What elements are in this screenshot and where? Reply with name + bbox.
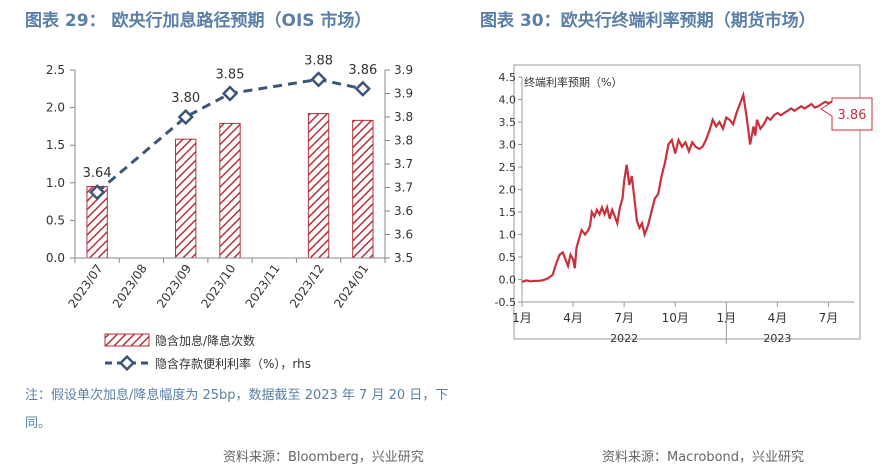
right-y-tick-label: 3.9 <box>394 63 413 77</box>
legend-bar-label: 隐含加息/降息次数 <box>155 333 255 348</box>
right-y-tick-label: 3.6 <box>394 204 413 218</box>
y-tick-label: 4.5 <box>499 71 517 84</box>
x-tick-label: 2023/10 <box>198 262 238 311</box>
right-y-tick-label: 3.8 <box>394 110 413 124</box>
left-y-tick-label: 0.5 <box>46 213 65 227</box>
x-tick-label: 2023/08 <box>110 262 150 311</box>
left-source: 资料来源：Bloomberg，兴业研究 <box>223 450 424 465</box>
legend-bar-swatch <box>104 333 150 347</box>
deposit-rate-data-label: 3.85 <box>216 68 245 83</box>
right-figure-title: 图表 30：欧央行终端利率预期（期货市场） <box>480 11 816 31</box>
left-y-tick-label: 1.5 <box>46 138 65 152</box>
right-y-tick-label: 3.8 <box>394 134 413 148</box>
right-y-tick-label: 3.6 <box>394 228 413 242</box>
x-tick-label: 2023/09 <box>154 262 194 311</box>
x-tick-label: 4月 <box>768 311 788 325</box>
hike-count-bar <box>307 113 330 259</box>
x-tick-label: 2023/07 <box>66 262 106 311</box>
year-label: 2023 <box>763 332 791 345</box>
deposit-rate-marker <box>354 80 371 97</box>
legend-line-marker <box>118 354 136 372</box>
right-y-tick-label: 3.7 <box>394 157 413 171</box>
right-source: 资料来源：Macrobond，兴业研究 <box>602 450 805 465</box>
deposit-rate-marker <box>177 108 194 126</box>
deposit-rate-data-label: 3.64 <box>83 166 112 181</box>
left-legend: 隐含加息/降息次数 隐含存款便利利率（%），rhs <box>104 333 311 372</box>
last-value-label: 3.86 <box>838 108 867 123</box>
last-value-callout: 3.86 <box>820 97 873 131</box>
x-tick-label: 2023/12 <box>287 262 327 311</box>
terminal-rate-chart: 终端利率预期（%） 4.5 4.0 3.5 3.0 2.5 2.0 1.5 1.0 0.5 0.0… <box>495 64 873 345</box>
y-tick-label: -0.5 <box>495 296 516 309</box>
right-y-tick-label: 3.7 <box>394 181 413 195</box>
year-label: 2022 <box>610 332 638 345</box>
footnote: 注：假设单次加息/降息幅度为 25bp，数据截至 2023 年 7 月 20 日… <box>25 388 449 431</box>
deposit-rate-data-label: 3.86 <box>348 63 377 78</box>
x-tick-label: 7月 <box>819 311 839 325</box>
hike-count-bar <box>175 138 197 259</box>
y-tick-label: 1.5 <box>499 206 517 219</box>
y-tick-label: 0.0 <box>499 274 517 287</box>
hike-count-bar <box>352 119 374 259</box>
y-tick-label: 2.5 <box>499 161 517 174</box>
deposit-rate-data-label: 3.80 <box>171 91 200 106</box>
left-y-tick-label: 2.5 <box>46 63 65 77</box>
x-tick-label: 2023/11 <box>243 262 283 311</box>
y-tick-label: 0.5 <box>499 251 517 264</box>
x-tick-label: 1月 <box>512 311 532 325</box>
y-tick-label: 3.5 <box>499 116 517 129</box>
plot-frame <box>513 64 861 340</box>
y-tick-label: 4.0 <box>499 94 517 107</box>
deposit-rate-marker <box>221 85 239 102</box>
deposit-rate-marker <box>310 71 327 88</box>
legend-line-label: 隐含存款便利利率（%），rhs <box>155 356 311 371</box>
left-y-tick-label: 2.0 <box>46 101 65 115</box>
ois-rate-path-chart: 0.0 0.5 1.0 1.5 2.0 2.5 3.5 3.6 3.6 3.7 3.7 3.8 3.8 3… <box>46 55 413 311</box>
x-tick-label: 7月 <box>614 311 634 325</box>
deposit-rate-marker <box>89 184 106 201</box>
right-y-tick-label: 3.5 <box>394 251 413 265</box>
deposit-rate-data-label: 3.88 <box>304 55 333 68</box>
y-tick-label: 1.0 <box>499 229 517 242</box>
right-y-tick-label: 3.9 <box>394 87 413 101</box>
x-tick-label: 10月 <box>662 311 689 325</box>
x-tick-label: 2024/01 <box>331 262 371 311</box>
terminal-rate-line <box>521 90 840 283</box>
y-tick-label: 2.0 <box>499 184 517 197</box>
hike-count-bar <box>219 122 241 259</box>
y-tick-label: 3.0 <box>499 139 517 152</box>
y-axis-title: 终端利率预期（%） <box>524 75 622 89</box>
left-y-tick-label: 0.0 <box>46 251 65 265</box>
x-tick-label: 4月 <box>563 311 583 325</box>
left-y-tick-label: 1.0 <box>46 176 65 190</box>
left-figure-title: 图表 29： 欧央行加息路径预期（OIS 市场） <box>25 11 372 31</box>
